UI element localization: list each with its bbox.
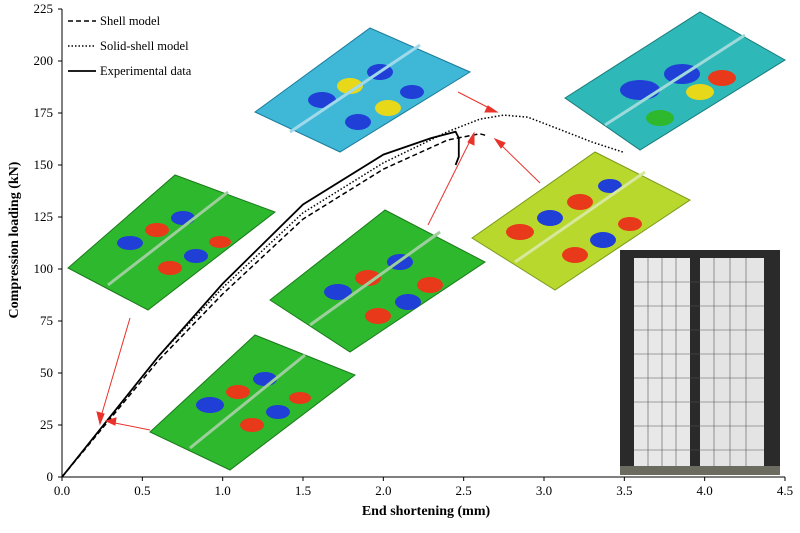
y-tick-label: 100 [34,261,54,276]
y-tick-label: 25 [40,417,53,432]
plot-area: 0.0 0.5 1.0 1.5 2.0 2.5 3.0 3.5 4.0 4.5 0 25 50 75 100… [34,1,794,498]
x-tick-label: 0.5 [134,483,150,498]
inset-pre-peak-left [67,174,277,311]
x-tick-label: 3.0 [536,483,552,498]
x-tick-label: 2.0 [375,483,391,498]
x-tick-label: 1.0 [215,483,231,498]
y-tick-label: 200 [34,53,54,68]
x-tick-label: 2.5 [456,483,472,498]
legend-label-solid-shell: Solid-shell model [100,39,189,53]
y-tick-label: 150 [34,157,54,172]
y-axis-label: Compression loading (kN) [7,161,22,318]
inset-pre-peak-center [269,209,486,353]
y-tick-label: 125 [34,209,54,224]
inset-post-peak-top-right [564,11,786,151]
x-tick-label: 0.0 [54,483,70,498]
x-axis-label: End shortening (mm) [362,504,491,519]
legend-label-shell: Shell model [100,14,161,28]
series-line-shell-model [61,133,488,478]
x-tick-label: 4.0 [697,483,713,498]
x-tick-label: 3.5 [616,483,632,498]
y-tick-label: 225 [34,1,54,16]
legend: Shell model Solid-shell model Experiment… [68,14,192,78]
series-line-experimental-data [61,130,460,478]
annotation-arrows [96,91,541,431]
inset-post-peak-right [471,151,691,291]
x-tick-label: 1.5 [295,483,311,498]
y-tick-label: 0 [47,469,54,484]
inset-peak-top [254,27,472,153]
y-tick-label: 75 [40,313,53,328]
y-tick-label: 175 [34,105,54,120]
y-tick-label: 50 [40,365,53,380]
legend-label-experimental: Experimental data [100,64,192,78]
x-tick-label: 4.5 [777,483,793,498]
specimen-photo [620,250,780,475]
inset-low-load-deformation [149,334,357,471]
